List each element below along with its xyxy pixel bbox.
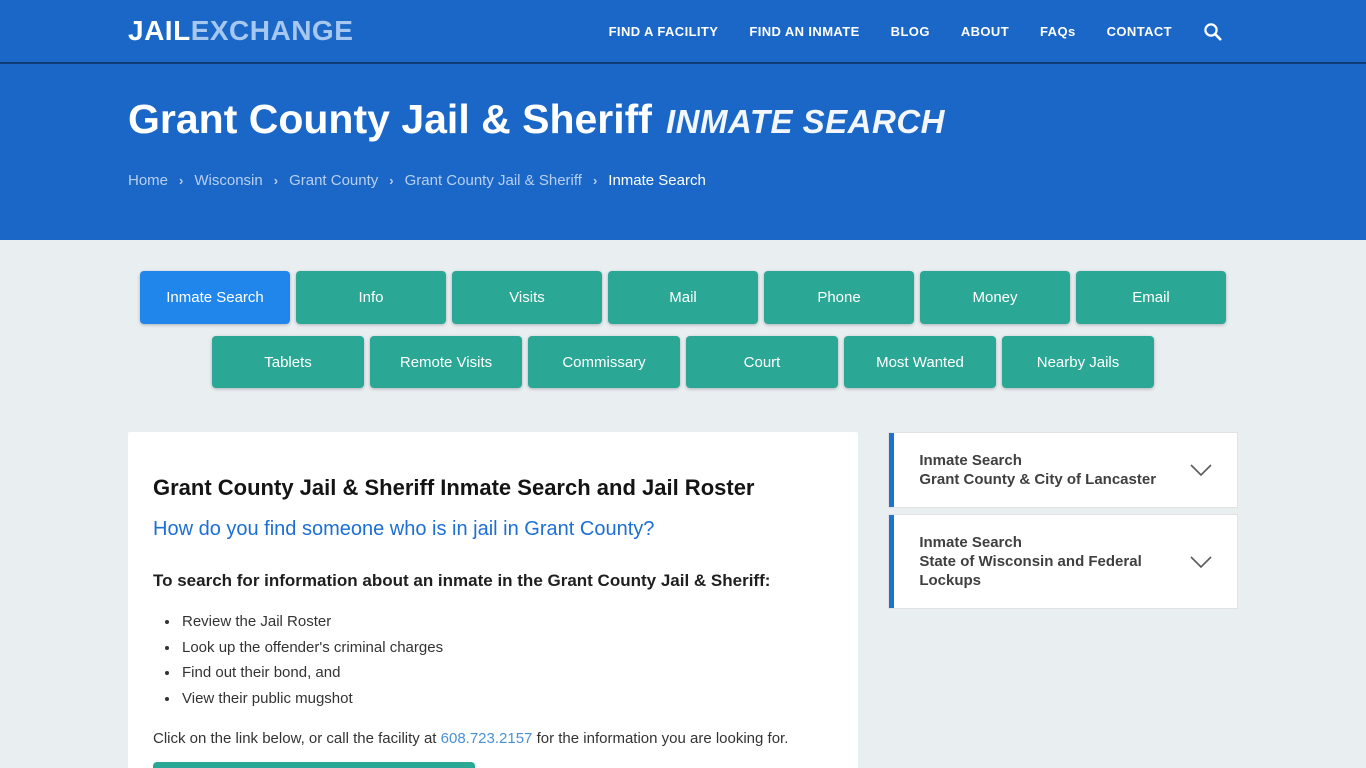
breadcrumb-separator-icon: › (389, 173, 394, 188)
call-line-suffix: for the information you are looking for. (532, 730, 789, 747)
sidebar-accordion-state-federal-lookup[interactable]: Inmate Search State of Wisconsin and Fed… (888, 514, 1238, 609)
sidebar-accordion-county-lookup[interactable]: Inmate Search Grant County & City of Lan… (888, 432, 1238, 508)
sidebar-card-text: Inmate Search Grant County & City of Lan… (919, 451, 1156, 489)
nav-item-contact[interactable]: CONTACT (1106, 23, 1172, 39)
tab-court[interactable]: Court (686, 336, 838, 388)
tab-tablets[interactable]: Tablets (212, 336, 364, 388)
list-item: Review the Jail Roster (180, 609, 833, 635)
sidebar-card-text: Inmate Search State of Wisconsin and Fed… (919, 533, 1185, 590)
facility-tabs: Inmate Search Info Visits Mail Phone Mon… (0, 271, 1366, 388)
inmate-search-cta-button[interactable] (153, 762, 475, 768)
sidebar: Inmate Search Grant County & City of Lan… (888, 432, 1238, 615)
search-icon[interactable] (1203, 22, 1222, 41)
sidebar-card-subtitle: State of Wisconsin and Federal Lockups (919, 553, 1142, 589)
tab-inmate-search[interactable]: Inmate Search (140, 271, 290, 324)
article-intro: To search for information about an inmat… (153, 571, 771, 590)
article-subheading: How do you find someone who is in jail i… (153, 518, 655, 540)
page-title: Grant County Jail & Sheriff INMATE SEARCH (128, 94, 1238, 154)
breadcrumb-separator-icon: › (273, 173, 279, 188)
tab-nearby-jails[interactable]: Nearby Jails (1002, 336, 1154, 388)
tab-visits[interactable]: Visits (452, 271, 602, 324)
tab-remote-visits[interactable]: Remote Visits (370, 336, 522, 388)
page-title-facility: Grant County Jail & Sheriff (128, 96, 652, 142)
nav-item-find-a-facility[interactable]: FIND A FACILITY (608, 23, 719, 39)
list-item: Find out their bond, and (180, 660, 833, 686)
accent-bar (889, 433, 895, 507)
nav-item-blog[interactable]: BLOG (890, 23, 930, 39)
sidebar-card-title: Inmate Search (919, 452, 1022, 469)
tab-commissary[interactable]: Commissary (528, 336, 680, 388)
facility-phone-link[interactable]: 608.723.2157 (440, 730, 533, 747)
article-heading: Grant County Jail & Sheriff Inmate Searc… (153, 475, 755, 500)
tab-mail[interactable]: Mail (608, 271, 758, 324)
nav-item-faqs[interactable]: FAQs (1040, 23, 1076, 39)
breadcrumb-wisconsin[interactable]: Wisconsin (194, 172, 263, 189)
breadcrumb-home[interactable]: Home (128, 172, 169, 189)
top-navbar: JAILEXCHANGE FIND A FACILITY FIND AN INM… (0, 0, 1366, 64)
tab-email[interactable]: Email (1076, 271, 1226, 324)
jailexchange-logo[interactable]: JAILEXCHANGE (128, 15, 353, 47)
tab-row-2: Tablets Remote Visits Commissary Court M… (0, 336, 1366, 388)
logo-part-jail: JAIL (128, 15, 191, 46)
nav-item-find-an-inmate[interactable]: FIND AN INMATE (749, 23, 860, 39)
chevron-down-icon (1189, 555, 1213, 569)
content-area: Grant County Jail & Sheriff Inmate Searc… (0, 432, 1366, 768)
breadcrumb-grant-county[interactable]: Grant County (289, 172, 379, 189)
tab-money[interactable]: Money (920, 271, 1070, 324)
tab-most-wanted[interactable]: Most Wanted (844, 336, 996, 388)
call-line-prefix: Click on the link below, or call the fac… (153, 730, 441, 747)
page-title-suffix: INMATE SEARCH (665, 103, 946, 140)
tab-phone[interactable]: Phone (764, 271, 914, 324)
breadcrumb-current-inmate-search: Inmate Search (608, 172, 706, 189)
list-item: View their public mugshot (180, 686, 833, 712)
main-article-card: Grant County Jail & Sheriff Inmate Searc… (128, 432, 859, 768)
sidebar-card-title: Inmate Search (919, 534, 1022, 551)
search-steps-list: Review the Jail Roster Look up the offen… (153, 609, 833, 711)
tab-row-1: Inmate Search Info Visits Mail Phone Mon… (0, 271, 1366, 324)
breadcrumb-separator-icon: › (179, 173, 184, 188)
accent-bar (889, 515, 895, 608)
call-facility-line: Click on the link below, or call the fac… (153, 728, 833, 750)
breadcrumb-separator-icon: › (592, 173, 598, 188)
list-item: Look up the offender's criminal charges (180, 635, 833, 661)
logo-part-exchange: EXCHANGE (190, 15, 354, 46)
tab-info[interactable]: Info (296, 271, 446, 324)
chevron-down-icon (1189, 463, 1213, 477)
breadcrumb: Home › Wisconsin › Grant County › Grant … (128, 172, 1238, 189)
breadcrumb-facility[interactable]: Grant County Jail & Sheriff (404, 172, 582, 189)
hero-banner: Grant County Jail & Sheriff INMATE SEARCH… (0, 64, 1366, 240)
sidebar-card-subtitle: Grant County & City of Lancaster (919, 471, 1157, 488)
top-nav-links: FIND A FACILITY FIND AN INMATE BLOG ABOU… (609, 22, 1222, 41)
nav-item-about[interactable]: ABOUT (960, 23, 1010, 39)
